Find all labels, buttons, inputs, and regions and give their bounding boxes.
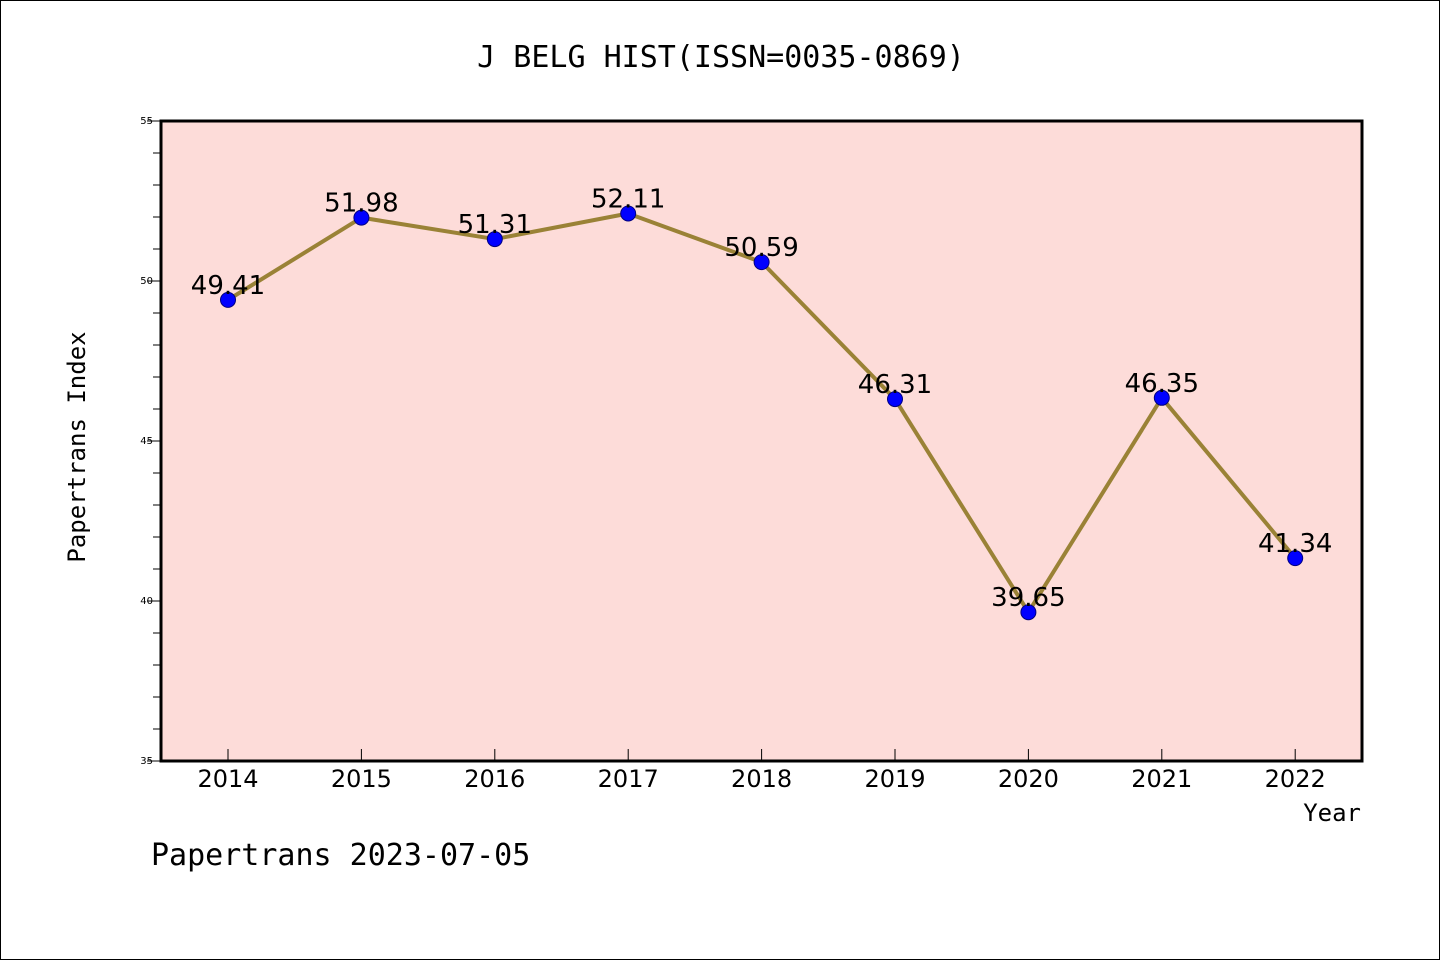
x-tick-label: 2020 <box>998 765 1059 793</box>
y-tick-label: 40 <box>140 596 153 607</box>
y-axis-ticks: 35 40 45 50 55 <box>140 116 161 767</box>
data-point <box>753 254 770 271</box>
x-tick-label: 2015 <box>331 765 392 793</box>
y-tick-label: 45 <box>140 436 153 447</box>
data-label: 52.11 <box>591 184 665 214</box>
data-point <box>220 291 236 308</box>
y-tick-label: 50 <box>140 276 153 287</box>
data-point <box>620 205 637 222</box>
x-tick-label: 2022 <box>1265 765 1326 793</box>
data-label: 41.34 <box>1258 529 1332 559</box>
data-point <box>887 391 903 408</box>
y-tick-label: 35 <box>140 756 153 767</box>
data-point <box>353 209 370 226</box>
x-tick-label: 2017 <box>598 765 659 793</box>
x-tick-label: 2021 <box>1131 765 1192 793</box>
plot-area <box>161 121 1362 761</box>
series <box>220 205 1304 621</box>
data-point <box>1153 389 1170 406</box>
data-labels: 49.41 51.98 51.31 52.11 50.59 46.31 39.65 46.35… <box>191 184 1333 613</box>
x-axis-ticks: 2014 2015 2016 2017 2018 2019 2020 2021 2022 <box>197 749 1326 793</box>
y-tick-label: 55 <box>140 116 153 127</box>
x-tick-label: 2016 <box>464 765 525 793</box>
data-label: 39.65 <box>991 583 1065 613</box>
plot-border <box>159 119 1364 763</box>
chart-title: J BELG HIST(ISSN=0035-0869) <box>477 40 965 75</box>
data-label: 50.59 <box>724 233 798 263</box>
data-point <box>1287 550 1304 567</box>
data-label: 51.98 <box>324 189 398 219</box>
footer-text: Papertrans 2023-07-05 <box>151 838 530 873</box>
data-point <box>486 231 503 248</box>
x-axis-label: Year <box>1303 799 1361 827</box>
data-label: 49.41 <box>191 271 265 301</box>
data-label: 51.31 <box>458 210 532 240</box>
x-tick-label: 2014 <box>197 765 258 793</box>
data-label: 46.31 <box>858 370 932 400</box>
y-axis-label: Papertrans Index <box>63 331 91 562</box>
x-tick-label: 2019 <box>864 765 925 793</box>
data-label: 46.35 <box>1125 369 1199 399</box>
data-point <box>1020 604 1037 621</box>
x-tick-label: 2018 <box>731 765 792 793</box>
